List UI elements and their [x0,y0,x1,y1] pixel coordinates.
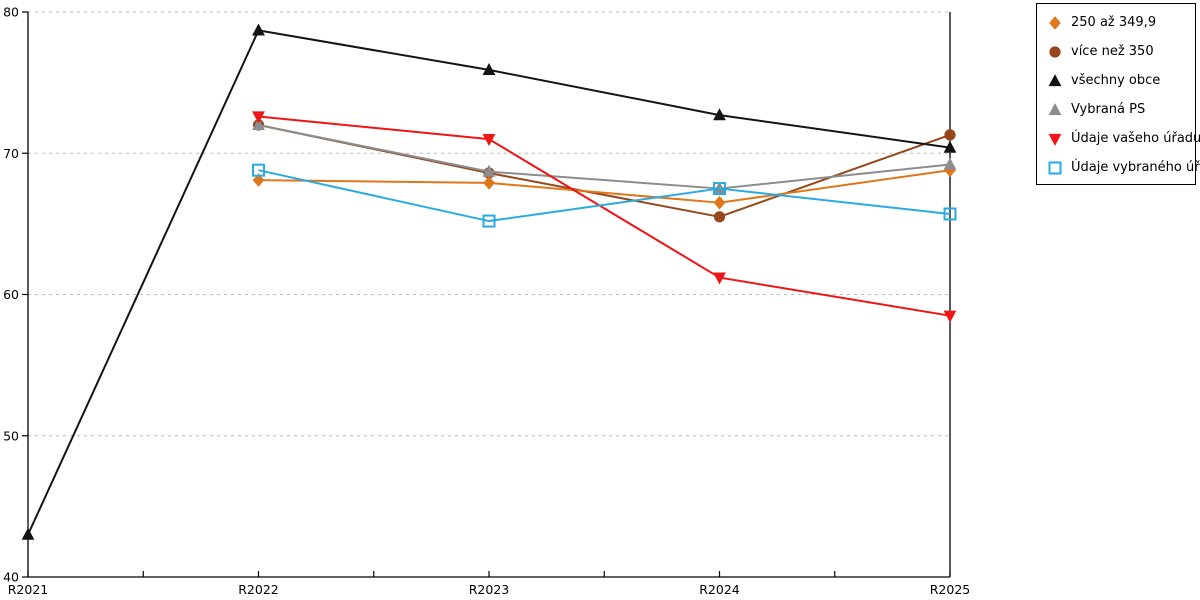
x-tick-label: R2021 [8,582,49,597]
x-tick-label: R2024 [699,582,740,597]
axis-labels: 40 50 60 70 80 R2021 R2022 R2023 R2024 R2025 [3,5,970,598]
series-lines [21,23,957,540]
x-tick-label: R2025 [930,582,971,597]
series-line-udaje-vaseho-uradu [258,115,951,317]
x-tick-label: R2023 [469,582,510,597]
legend-item-label: Vybraná PS [1071,102,1146,117]
triangle-down-marker-icon [1048,133,1062,146]
axis-ticks [22,11,951,578]
legend-item-250-az-349: 250 až 349,9 [1047,8,1191,37]
triangle-down-marker-icon [943,310,957,323]
triangle-up-marker-icon [21,527,35,540]
y-tick-label: 50 [3,428,19,443]
circle-marker-icon [713,211,726,223]
legend-item-label: více než 350 [1071,44,1154,59]
triangle-down-marker-icon [482,134,496,147]
legend-item-udaje-vybraneho-uradu: Údaje vybraného úřadu [1047,153,1200,182]
diamond-marker-icon [483,176,495,190]
circle-marker-icon [1049,45,1061,58]
diamond-marker-icon [944,163,956,177]
triangle-up-marker-icon [482,164,496,177]
triangle-up-marker-icon [252,118,265,131]
y-tick-label: 40 [3,570,19,585]
square-open-marker-icon [943,207,957,221]
series-vice-nez-350 [252,119,956,223]
diamond-legend-icon [1049,15,1061,30]
axes [27,12,951,578]
legend-item-vybrana-ps: Vybraná PS [1047,95,1191,124]
square-open-marker-icon [1048,161,1062,174]
legend-item-label: Údaje vybraného úřadu [1071,160,1200,175]
series-line-vsechny-obce [27,29,951,536]
triangle-up-marker-icon [1048,102,1062,115]
circle-legend-icon [1049,45,1061,58]
diamond-marker-icon [713,195,726,210]
triangle-up-marker-icon [252,23,265,36]
square-open-marker-icon [252,163,265,177]
legend-item-label: 250 až 349,9 [1071,15,1157,30]
square-open-marker-icon [713,182,726,196]
triangle-up-legend-icon [1048,73,1062,86]
triangle-down-marker-icon [713,272,726,285]
series-vsechny-obce [21,23,957,540]
series-vybrana-ps [252,118,957,194]
legend-item-label: všechny obce [1071,73,1161,88]
series-line-250-az-349 [258,169,951,204]
y-tick-label: 60 [3,287,19,302]
circle-marker-icon [944,129,956,141]
diamond-marker-icon [1049,15,1061,30]
legend-item-label: Údaje vašeho úřadu [1071,131,1200,146]
y-tick-label: 80 [3,5,19,20]
triangle-up-legend-icon [1048,102,1062,115]
legend-item-vice-nez-350: více než 350 [1047,37,1191,66]
legend-item-udaje-vaseho-uradu: Údaje vašeho úřadu [1047,124,1200,153]
triangle-up-marker-icon [943,157,957,170]
legend-item-vsechny-obce: všechny obce [1047,66,1191,95]
triangle-up-marker-icon [943,140,957,153]
series-udaje-vaseho-uradu [252,111,957,323]
series-udaje-vybraneho-uradu [252,163,957,228]
x-tick-label: R2022 [238,582,279,597]
triangle-up-marker-icon [713,108,726,121]
square-open-marker-icon [482,214,496,228]
triangle-up-marker-icon [482,63,496,76]
square-open-legend-icon [1048,161,1062,174]
gridlines [28,11,950,437]
triangle-up-marker-icon [1048,73,1062,86]
series-line-udaje-vybraneho-uradu [258,169,951,223]
y-tick-label: 70 [3,146,19,161]
series-line-vybrana-ps [258,124,951,190]
triangle-down-legend-icon [1048,133,1062,146]
triangle-down-marker-icon [252,111,265,124]
legend: 250 až 349,9 více než 350 všechny obce Vybr… [1036,3,1200,185]
